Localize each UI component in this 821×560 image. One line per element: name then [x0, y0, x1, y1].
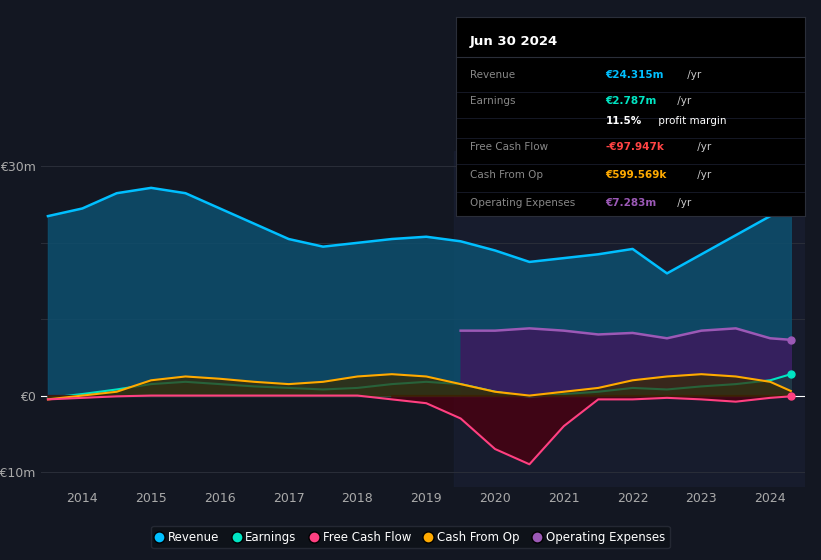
Text: profit margin: profit margin	[654, 116, 726, 126]
Text: -€97.947k: -€97.947k	[606, 142, 664, 152]
Text: /yr: /yr	[694, 170, 711, 180]
Text: Operating Expenses: Operating Expenses	[470, 198, 575, 208]
Legend: Revenue, Earnings, Free Cash Flow, Cash From Op, Operating Expenses: Revenue, Earnings, Free Cash Flow, Cash …	[152, 526, 669, 548]
Bar	[454, 151, 805, 487]
Text: €24.315m: €24.315m	[606, 71, 664, 81]
Text: Jun 30 2024: Jun 30 2024	[470, 35, 557, 48]
Text: 11.5%: 11.5%	[606, 116, 642, 126]
Text: Cash From Op: Cash From Op	[470, 170, 543, 180]
Text: €599.569k: €599.569k	[606, 170, 667, 180]
Text: Free Cash Flow: Free Cash Flow	[470, 142, 548, 152]
Text: /yr: /yr	[684, 71, 701, 81]
Text: Revenue: Revenue	[470, 71, 515, 81]
Text: €7.283m: €7.283m	[606, 198, 657, 208]
Text: /yr: /yr	[674, 96, 691, 106]
Text: Earnings: Earnings	[470, 96, 515, 106]
Text: €2.787m: €2.787m	[606, 96, 657, 106]
Text: /yr: /yr	[674, 198, 691, 208]
Text: /yr: /yr	[694, 142, 711, 152]
